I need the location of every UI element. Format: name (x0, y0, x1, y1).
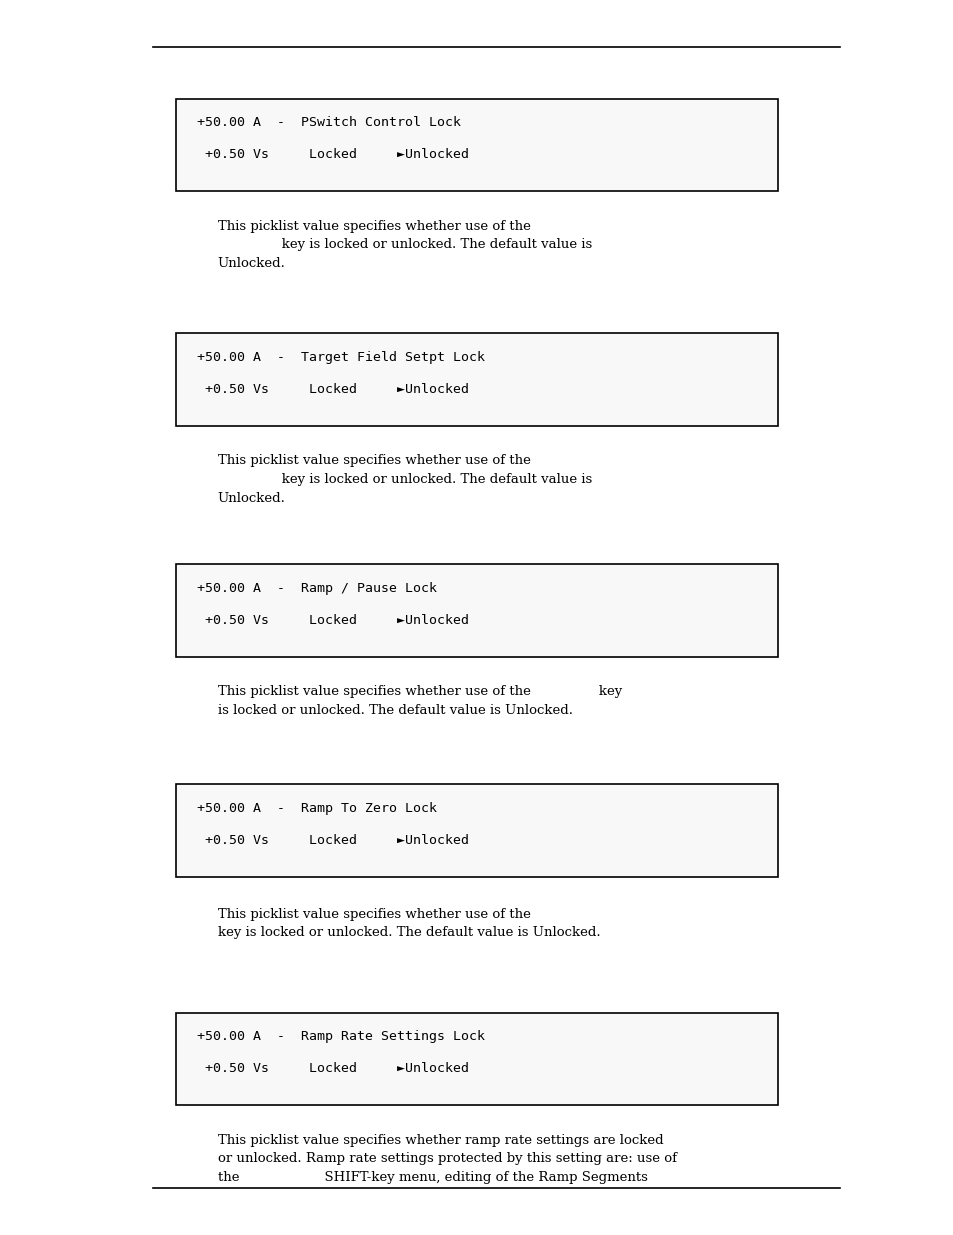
Bar (176, 784, 777, 877)
Text: is locked or unlocked. The default value is Unlocked.: is locked or unlocked. The default value… (217, 704, 572, 718)
Text: This picklist value specifies whether use of the: This picklist value specifies whether us… (217, 908, 530, 921)
Text: +0.50 Vs     Locked     ►Unlocked: +0.50 Vs Locked ►Unlocked (197, 834, 469, 847)
Text: Unlocked.: Unlocked. (217, 257, 285, 270)
Text: This picklist value specifies whether ramp rate settings are locked: This picklist value specifies whether ra… (217, 1134, 662, 1147)
Text: key is locked or unlocked. The default value is: key is locked or unlocked. The default v… (217, 238, 591, 252)
Text: the                    SHIFT-key menu, editing of the Ramp Segments: the SHIFT-key menu, editing of the Ramp … (217, 1171, 647, 1184)
Text: +50.00 A  -  Ramp To Zero Lock: +50.00 A - Ramp To Zero Lock (197, 802, 437, 815)
Bar (176, 1013, 777, 1105)
Text: key is locked or unlocked. The default value is: key is locked or unlocked. The default v… (217, 473, 591, 487)
Bar (176, 564, 777, 657)
Text: +0.50 Vs     Locked     ►Unlocked: +0.50 Vs Locked ►Unlocked (197, 383, 469, 396)
Text: This picklist value specifies whether use of the                key: This picklist value specifies whether us… (217, 685, 621, 699)
Bar (176, 99, 777, 191)
Text: +50.00 A  -  Ramp / Pause Lock: +50.00 A - Ramp / Pause Lock (197, 582, 437, 595)
Text: +50.00 A  -  Target Field Setpt Lock: +50.00 A - Target Field Setpt Lock (197, 351, 485, 364)
Text: This picklist value specifies whether use of the: This picklist value specifies whether us… (217, 220, 530, 233)
Bar (176, 333, 777, 426)
Text: +0.50 Vs     Locked     ►Unlocked: +0.50 Vs Locked ►Unlocked (197, 1062, 469, 1076)
Text: +50.00 A  -  PSwitch Control Lock: +50.00 A - PSwitch Control Lock (197, 116, 461, 130)
Text: key is locked or unlocked. The default value is Unlocked.: key is locked or unlocked. The default v… (217, 926, 599, 940)
Text: +50.00 A  -  Ramp Rate Settings Lock: +50.00 A - Ramp Rate Settings Lock (197, 1030, 485, 1044)
Text: This picklist value specifies whether use of the: This picklist value specifies whether us… (217, 454, 530, 468)
Text: +0.50 Vs     Locked     ►Unlocked: +0.50 Vs Locked ►Unlocked (197, 148, 469, 162)
Text: +0.50 Vs     Locked     ►Unlocked: +0.50 Vs Locked ►Unlocked (197, 614, 469, 627)
Text: or unlocked. Ramp rate settings protected by this setting are: use of: or unlocked. Ramp rate settings protecte… (217, 1152, 676, 1166)
Text: Unlocked.: Unlocked. (217, 492, 285, 505)
